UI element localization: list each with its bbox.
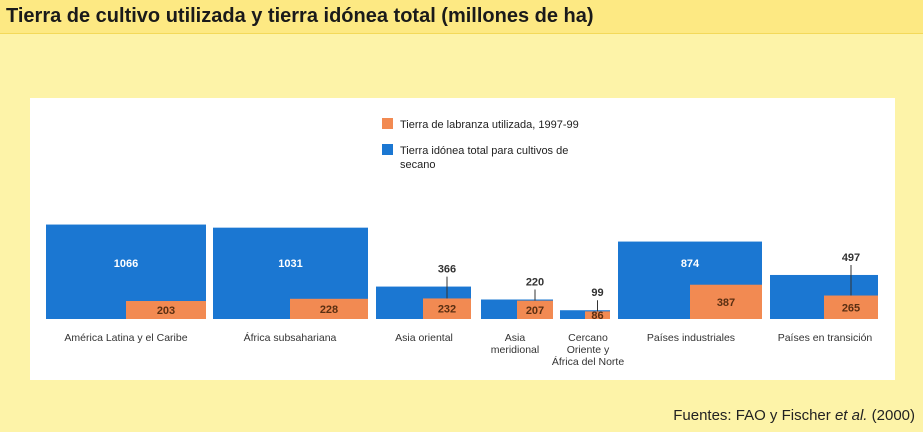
label-total-6: 497: [842, 252, 860, 264]
bar-used-5: [690, 284, 762, 319]
category-label-5-0: Países industriales: [647, 332, 735, 344]
label-total-4: 99: [591, 287, 603, 299]
title-bar: Tierra de cultivo utilizada y tierra idó…: [0, 0, 923, 34]
legend-label-total-cont: secano: [400, 159, 435, 171]
category-label-6-0: Países en transición: [778, 332, 873, 344]
chart-svg: 1066 203 América Latina y el Caribe 1031 228…: [46, 118, 878, 368]
category-label-1-0: África subsahariana: [244, 331, 337, 344]
legend-swatch-used: [382, 118, 393, 129]
label-used-0: 203: [157, 305, 175, 317]
source-prefix: Fuentes: FAO y Fischer: [673, 407, 835, 424]
label-used-6: 265: [842, 302, 860, 314]
label-used-1: 228: [320, 304, 338, 316]
label-used-4: 86: [591, 310, 603, 322]
label-used-2: 232: [438, 304, 456, 316]
category-label-0-0: América Latina y el Caribe: [64, 332, 187, 344]
chart-title: Tierra de cultivo utilizada y tierra idó…: [6, 5, 594, 27]
bar-used-2: [423, 298, 471, 319]
chart-panel: 1066 203 América Latina y el Caribe 1031 228…: [30, 98, 895, 380]
category-label-3-0: Asia: [505, 332, 526, 344]
label-total-0: 1066: [114, 258, 138, 270]
category-label-4-0: Cercano: [568, 332, 608, 344]
label-total-2: 366: [438, 264, 456, 276]
bar-used-4: [585, 311, 610, 319]
source-note: Fuentes: FAO y Fischer et al. (2000): [673, 407, 915, 424]
label-used-5: 387: [717, 297, 735, 309]
bar-used-6: [824, 295, 878, 319]
category-label-4-2: África del Norte: [552, 355, 625, 368]
source-suffix: (2000): [867, 407, 915, 424]
category-label-4-1: Oriente y: [567, 344, 610, 356]
legend-label-used: Tierra de labranza utilizada, 1997-99: [400, 119, 579, 131]
legend-label-total: Tierra idónea total para cultivos de: [400, 145, 568, 157]
label-total-3: 220: [526, 277, 544, 289]
bar-used-1: [290, 298, 368, 319]
source-italic: et al.: [834, 407, 868, 424]
category-label-2-0: Asia oriental: [395, 332, 453, 344]
bar-used-3: [517, 300, 553, 319]
category-label-3-1: meridional: [491, 344, 539, 356]
bar-used-0: [126, 301, 206, 319]
legend-swatch-total: [382, 144, 393, 155]
label-total-5: 874: [681, 258, 700, 270]
label-used-3: 207: [526, 305, 544, 317]
label-total-1: 1031: [278, 258, 302, 270]
